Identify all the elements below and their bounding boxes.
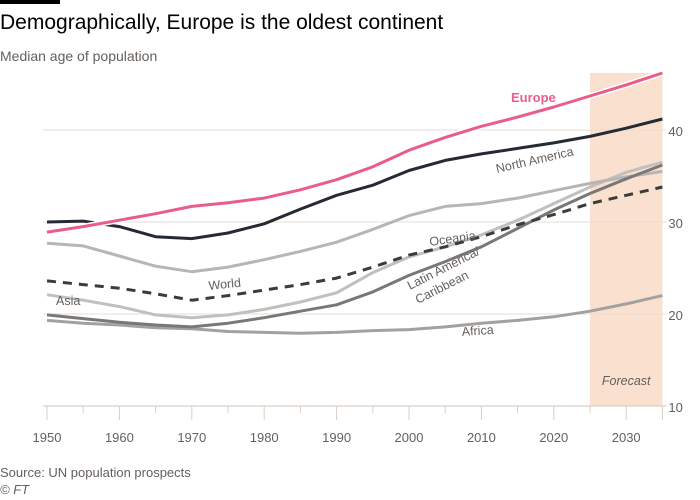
x-tick-label: 2020 [539, 430, 568, 445]
series-labels: Europe North America Oceania World Asia … [56, 90, 575, 339]
chart-subtitle: Median age of population [0, 48, 158, 64]
y-tick-label: 30 [668, 216, 682, 231]
series-line-africa [46, 294, 663, 335]
y-axis: 10 20 30 40 [668, 124, 682, 415]
series-line-oceania [46, 169, 663, 274]
x-tick-label: 1970 [177, 430, 206, 445]
series-line-europe [46, 71, 663, 234]
x-tick-label: 2000 [395, 430, 424, 445]
x-tick-label: 1980 [250, 430, 279, 445]
series-label-asia: Asia [56, 294, 80, 308]
series-label-europe: Europe [511, 90, 556, 105]
x-tick-label: 2010 [467, 430, 496, 445]
x-axis: 1950 1960 1970 1980 1990 2000 2010 2020 2030 [33, 405, 667, 445]
forecast-label: Forecast [602, 374, 651, 388]
series-label-oceania: Oceania [428, 229, 476, 249]
ft-credit: © FT [0, 482, 30, 497]
series-label-africa: Africa [461, 323, 494, 339]
top-accent-bar [0, 0, 60, 4]
series-line-asia [46, 160, 663, 320]
series-line-latin-america-caribbean [46, 163, 663, 329]
y-tick-label: 40 [668, 124, 682, 139]
line-chart: 1950 1960 1970 1980 1990 2000 2010 2020 2030 102… [33, 70, 683, 445]
series-label-world: World [208, 276, 242, 293]
y-tick-label: 20 [668, 308, 682, 323]
series-lines [46, 70, 664, 335]
x-tick-label: 1950 [33, 430, 62, 445]
x-tick-label: 1990 [322, 430, 351, 445]
x-tick-label: 2030 [612, 430, 641, 445]
y-tick-label: 10 [668, 400, 682, 415]
chart-title: Demographically, Europe is the oldest co… [0, 11, 444, 34]
source-note: Source: UN population prospects [0, 465, 191, 480]
x-tick-label: 1960 [105, 430, 134, 445]
series-line-north-america [46, 117, 663, 241]
series-line-world [46, 185, 663, 302]
